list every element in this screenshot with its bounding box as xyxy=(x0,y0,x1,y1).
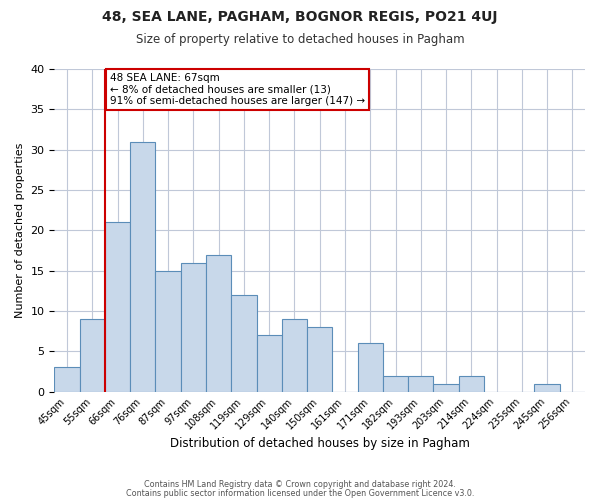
Bar xyxy=(307,327,332,392)
Text: 48 SEA LANE: 67sqm
← 8% of detached houses are smaller (13)
91% of semi-detached: 48 SEA LANE: 67sqm ← 8% of detached hous… xyxy=(110,73,365,106)
Bar xyxy=(55,368,80,392)
Bar xyxy=(535,384,560,392)
X-axis label: Distribution of detached houses by size in Pagham: Distribution of detached houses by size … xyxy=(170,437,470,450)
Text: Contains public sector information licensed under the Open Government Licence v3: Contains public sector information licen… xyxy=(126,488,474,498)
Bar xyxy=(231,295,257,392)
Bar xyxy=(433,384,458,392)
Bar xyxy=(155,270,181,392)
Bar xyxy=(105,222,130,392)
Bar xyxy=(383,376,408,392)
Bar xyxy=(458,376,484,392)
Bar xyxy=(130,142,155,392)
Text: Contains HM Land Registry data © Crown copyright and database right 2024.: Contains HM Land Registry data © Crown c… xyxy=(144,480,456,489)
Bar xyxy=(80,319,105,392)
Bar xyxy=(206,254,231,392)
Bar xyxy=(408,376,433,392)
Bar xyxy=(257,335,282,392)
Y-axis label: Number of detached properties: Number of detached properties xyxy=(15,142,25,318)
Text: Size of property relative to detached houses in Pagham: Size of property relative to detached ho… xyxy=(136,32,464,46)
Bar xyxy=(181,262,206,392)
Bar xyxy=(358,344,383,392)
Text: 48, SEA LANE, PAGHAM, BOGNOR REGIS, PO21 4UJ: 48, SEA LANE, PAGHAM, BOGNOR REGIS, PO21… xyxy=(102,10,498,24)
Bar xyxy=(282,319,307,392)
